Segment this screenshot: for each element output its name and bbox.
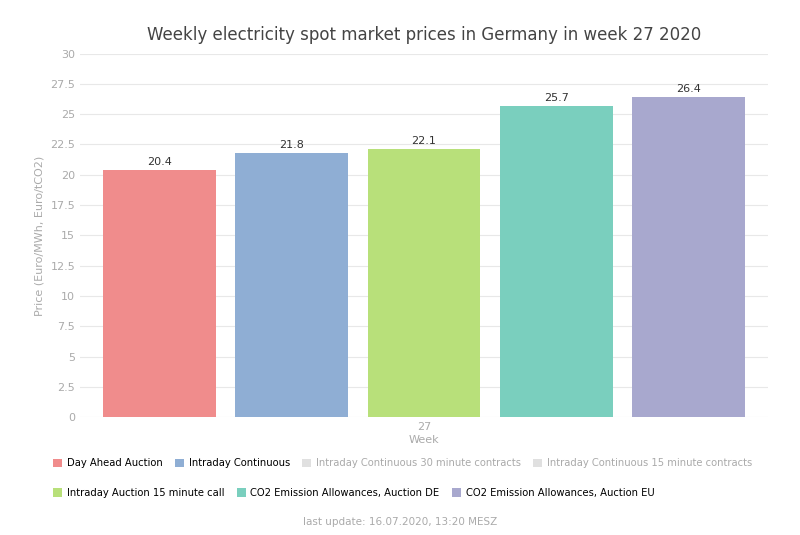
Bar	[368, 149, 480, 417]
Text: 22.1: 22.1	[411, 136, 437, 146]
X-axis label: Week: Week	[409, 435, 439, 445]
Text: 26.4: 26.4	[676, 84, 701, 94]
Bar	[500, 105, 613, 417]
Bar	[103, 170, 216, 417]
Text: 20.4: 20.4	[147, 157, 172, 167]
Legend: Day Ahead Auction, Intraday Continuous, Intraday Continuous 30 minute contracts,: Day Ahead Auction, Intraday Continuous, …	[53, 458, 752, 469]
Text: last update: 16.07.2020, 13:20 MESZ: last update: 16.07.2020, 13:20 MESZ	[303, 517, 497, 527]
Title: Weekly electricity spot market prices in Germany in week 27 2020: Weekly electricity spot market prices in…	[147, 26, 701, 44]
Bar	[632, 97, 745, 417]
Bar	[235, 153, 348, 417]
Legend: Intraday Auction 15 minute call, CO2 Emission Allowances, Auction DE, CO2 Emissi: Intraday Auction 15 minute call, CO2 Emi…	[53, 488, 654, 498]
Y-axis label: Price (Euro/MWh, Euro/tCO2): Price (Euro/MWh, Euro/tCO2)	[34, 155, 45, 316]
Text: 25.7: 25.7	[544, 93, 569, 103]
Text: 21.8: 21.8	[279, 140, 304, 150]
